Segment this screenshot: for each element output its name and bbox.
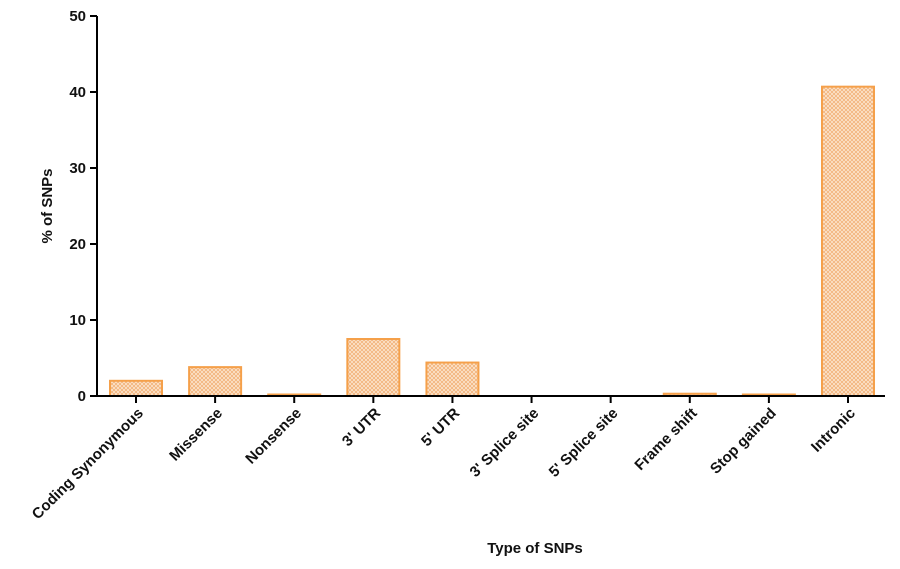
bar-intronic bbox=[821, 85, 875, 398]
x-tick-label: 3' UTR bbox=[339, 405, 384, 450]
y-axis-title: % of SNPs bbox=[39, 168, 56, 243]
x-tick-label: Nonsense bbox=[242, 405, 305, 468]
bars-group bbox=[109, 85, 875, 398]
x-tick-label: Missense bbox=[166, 405, 226, 465]
x-tick-label: Intronic bbox=[808, 405, 859, 456]
bar-coding-synonymous bbox=[109, 379, 163, 397]
x-tick-label: Frame shift bbox=[631, 405, 700, 474]
bar-3-utr bbox=[346, 338, 401, 397]
x-tick-label: Coding Synonymous bbox=[29, 405, 147, 523]
y-tick-label: 0 bbox=[78, 388, 86, 405]
x-axis: Coding Synonymous Missense Nonsense 3' UTR 5… bbox=[29, 395, 885, 523]
x-tick-label: 5' UTR bbox=[418, 405, 463, 450]
x-tick-label: 3' Splice site bbox=[467, 405, 543, 481]
y-tick-label: 50 bbox=[69, 8, 86, 25]
y-axis: 0 10 20 30 40 50 bbox=[69, 8, 98, 405]
bar-missense bbox=[188, 366, 243, 397]
y-tick-label: 10 bbox=[69, 312, 86, 329]
y-tick-label: 40 bbox=[69, 84, 86, 101]
bar-5-utr bbox=[425, 361, 480, 397]
x-tick-label: Stop gained bbox=[707, 405, 780, 478]
y-tick-label: 30 bbox=[69, 160, 86, 177]
x-tick-label: 5' Splice site bbox=[546, 405, 622, 481]
x-axis-title: Type of SNPs bbox=[487, 540, 583, 557]
y-tick-label: 20 bbox=[69, 236, 86, 253]
